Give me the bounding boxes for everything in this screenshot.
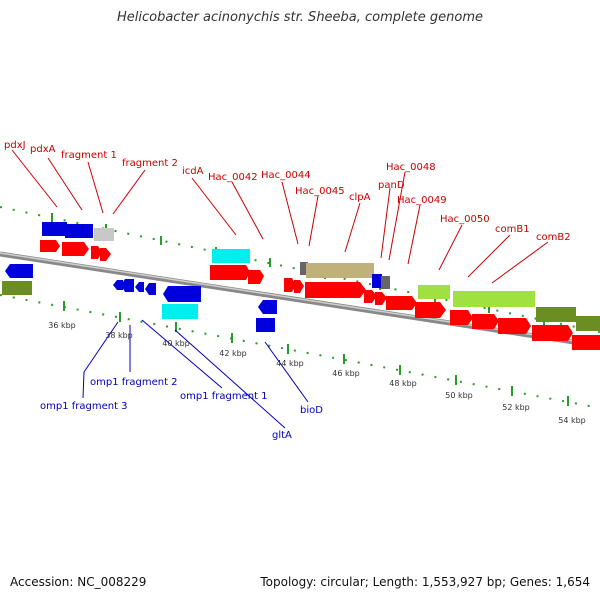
gene-block	[418, 285, 450, 299]
gene-arrow	[248, 270, 264, 284]
gene-arrow	[386, 296, 417, 310]
scale-label: 50 kbp	[445, 391, 473, 400]
gene-arrow	[121, 279, 134, 292]
gene-arrow	[62, 242, 89, 256]
gene-block	[576, 316, 600, 331]
scale-label: 42 kbp	[219, 349, 247, 358]
gene-label: pdxJ	[4, 140, 26, 151]
gene-label: Hac_0045	[295, 186, 345, 197]
gene-arrow	[135, 282, 144, 292]
gene-label: panD	[378, 180, 405, 191]
forward-label-leaders	[11, 149, 549, 284]
gene-block	[256, 318, 275, 332]
gene-block	[306, 263, 374, 278]
gene-label: Hac_0049	[397, 195, 447, 206]
map-title: Helicobacter acinonychis str. Sheeba, co…	[116, 10, 483, 25]
scale-labels: 36 kbp 38 kbp 40 kbp 42 kbp 44 kbp 46 kbp 48 k…	[48, 321, 586, 425]
gene-arrow	[572, 335, 600, 350]
scale-label: 36 kbp	[48, 321, 76, 330]
gene-arrow	[5, 264, 33, 278]
reverse-label-leaders	[82, 319, 309, 429]
scale-label: 48 kbp	[389, 379, 417, 388]
gene-arrow	[113, 280, 123, 290]
gene-label: Hac_0044	[261, 170, 311, 181]
gene-label: omp1 fragment 3	[40, 401, 128, 412]
gene-arrow	[375, 292, 387, 305]
gene-block	[2, 281, 32, 295]
gene-arrow	[91, 246, 102, 259]
gene-label: gltA	[272, 430, 292, 441]
gene-block	[453, 291, 535, 307]
gene-arrow	[163, 286, 201, 302]
forward-gene-labels: pdxJ pdxA fragment 1 fragment 2 icdA Hac_0042…	[4, 140, 571, 243]
scale-label: 46 kbp	[332, 369, 360, 378]
gene-label: icdA	[182, 166, 204, 177]
genome-summary: Topology: circular; Length: 1,553,927 bp…	[260, 575, 590, 589]
gene-label: Hac_0048	[386, 162, 436, 173]
reverse-genes	[2, 264, 277, 332]
gene-label: pdxA	[30, 144, 56, 155]
gene-block	[536, 307, 576, 322]
gene-arrow	[498, 318, 531, 334]
accession-text: Accession: NC_008229	[10, 575, 147, 589]
scale-label: 54 kbp	[558, 416, 586, 425]
gene-arrow	[532, 325, 573, 341]
scale-label: 52 kbp	[502, 403, 530, 412]
rrna-block	[162, 304, 198, 319]
gene-block	[42, 222, 67, 236]
scale-label: 38 kbp	[105, 331, 133, 340]
gene-label: comB1	[495, 224, 530, 235]
scale-label: 44 kbp	[276, 359, 304, 368]
gene-block	[65, 224, 93, 238]
gene-arrow	[284, 278, 296, 292]
gene-label: fragment 1	[61, 150, 117, 161]
gene-label: omp1 fragment 2	[90, 377, 178, 388]
gene-arrow	[40, 240, 60, 252]
gene-label: Hac_0050	[440, 214, 490, 225]
gene-arrow	[145, 283, 156, 295]
gene-arrow	[258, 300, 277, 314]
gene-arrow	[415, 302, 446, 318]
gene-arrow	[364, 290, 377, 303]
gene-block	[300, 262, 308, 275]
gene-label: omp1 fragment 1	[180, 391, 268, 402]
gene-arrow	[294, 280, 304, 293]
pseudogene-block	[94, 228, 114, 241]
scale-label: 40 kbp	[162, 339, 190, 348]
gene-arrow	[472, 314, 499, 329]
rrna-block	[212, 249, 250, 263]
gene-arrow	[305, 282, 366, 298]
gene-arrow	[450, 310, 473, 325]
gene-arrow	[100, 248, 111, 261]
gene-label: clpA	[349, 192, 371, 203]
gene-label: Hac_0042	[208, 172, 258, 183]
gene-arrow	[210, 265, 250, 280]
inner-tick-ring	[0, 294, 600, 409]
gene-block	[372, 274, 382, 288]
gene-label: fragment 2	[122, 158, 178, 169]
gene-label: bioD	[300, 405, 323, 416]
forward-genes	[40, 222, 600, 350]
gene-label: comB2	[536, 232, 571, 243]
gene-block	[381, 276, 390, 289]
